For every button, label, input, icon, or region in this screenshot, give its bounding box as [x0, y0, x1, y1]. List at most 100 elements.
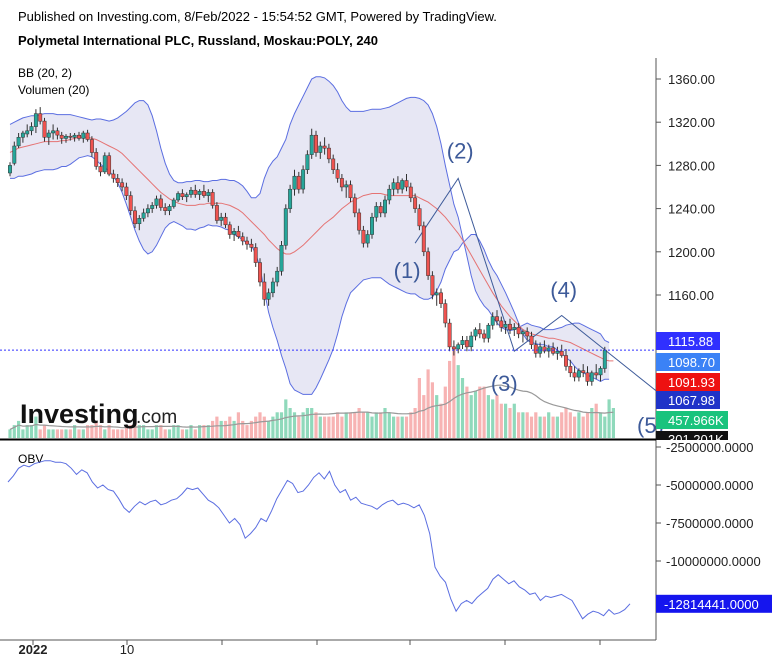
volume-bar [25, 425, 29, 438]
candle-body [572, 372, 577, 378]
obv-tick-label: -5000000.0000 [666, 478, 753, 493]
volume-bar [133, 420, 137, 438]
volume-bar [495, 395, 499, 438]
volume-bar [176, 425, 180, 438]
candle [85, 129, 90, 142]
candle [180, 189, 185, 200]
volume-bar [64, 429, 68, 438]
candle [314, 130, 318, 157]
candle [352, 193, 357, 218]
obv-tag-label: -12814441.0000 [664, 597, 759, 612]
volume-bar [525, 412, 529, 438]
candle [232, 228, 237, 241]
candle [72, 133, 77, 142]
candle [594, 364, 599, 380]
candle-body [150, 205, 155, 209]
obv-line [7, 460, 631, 620]
candle-body [503, 323, 508, 328]
volume-bar [594, 403, 598, 438]
candle [46, 129, 51, 145]
volume-bar [611, 408, 615, 438]
candle-body [490, 316, 495, 326]
candle [447, 318, 452, 352]
volume-bar [327, 416, 331, 438]
volume-bar [573, 416, 577, 438]
candle [240, 232, 245, 246]
volume-bar [258, 412, 262, 438]
candle [348, 180, 353, 203]
candle-body [98, 166, 103, 173]
volume-bar [98, 425, 103, 438]
candle [133, 206, 137, 228]
candle [111, 169, 116, 183]
candle-body [383, 199, 387, 214]
volume-bar [538, 416, 542, 438]
candle-body [111, 173, 116, 179]
candle-body [508, 323, 512, 330]
candle [335, 163, 340, 183]
candle-body [158, 198, 163, 208]
candle [210, 189, 215, 209]
candle-body [512, 327, 517, 330]
wave-label: (2) [447, 138, 474, 163]
candle-body [81, 132, 86, 139]
volume-bar [198, 425, 202, 438]
candle-body [275, 270, 280, 283]
candle-body [546, 347, 551, 352]
candle [499, 316, 504, 332]
candle-body [8, 165, 12, 174]
candle [25, 124, 30, 138]
candle-body [214, 205, 219, 221]
candle [8, 162, 12, 177]
candle [564, 349, 568, 371]
candle [486, 323, 491, 343]
candle-body [210, 192, 215, 206]
candle-body [232, 231, 237, 235]
candle [434, 288, 439, 306]
candle [59, 131, 64, 144]
volume-bar [17, 420, 21, 438]
candle [516, 323, 521, 339]
volume-bar [124, 425, 128, 438]
volume-bar [180, 429, 184, 438]
candle-body [426, 251, 431, 276]
volume-bar [590, 408, 594, 438]
volume-bar [491, 399, 495, 438]
candle-body [495, 316, 499, 322]
candle-body [245, 240, 249, 245]
volume-bar [353, 412, 357, 438]
volume-bar [94, 420, 98, 438]
candle-body [361, 229, 366, 244]
volume-bar [305, 408, 309, 438]
wave-label: (3) [491, 371, 518, 396]
candle [163, 203, 168, 216]
candle [29, 122, 34, 136]
obv-tick-label: -2500000.0000 [666, 440, 753, 455]
time-tick-label: 10 [120, 642, 134, 657]
candle-body [240, 236, 245, 242]
candle-body [176, 193, 181, 201]
candle-body [305, 154, 310, 170]
volume-bar [228, 416, 232, 438]
candle-body [499, 320, 504, 328]
volume-bar [241, 420, 245, 438]
volume-bar [417, 378, 421, 438]
candle [344, 180, 349, 198]
volume-bar [193, 429, 197, 438]
candle-body [598, 368, 603, 376]
candle-body [133, 210, 137, 225]
candle-body [89, 139, 94, 153]
candle [326, 143, 331, 164]
volume-bar [172, 425, 176, 438]
price-tag-label: 1098.70 [668, 355, 715, 370]
price-tag-label: 1091.93 [668, 375, 715, 390]
volume-bar [542, 416, 546, 438]
volume-bar [465, 386, 469, 438]
candle [262, 273, 267, 306]
candle-body [258, 262, 262, 283]
candle [464, 336, 469, 352]
candle-body [236, 231, 241, 237]
candle-body [464, 340, 469, 348]
wave-label: (1) [394, 258, 421, 283]
candle [115, 174, 120, 187]
